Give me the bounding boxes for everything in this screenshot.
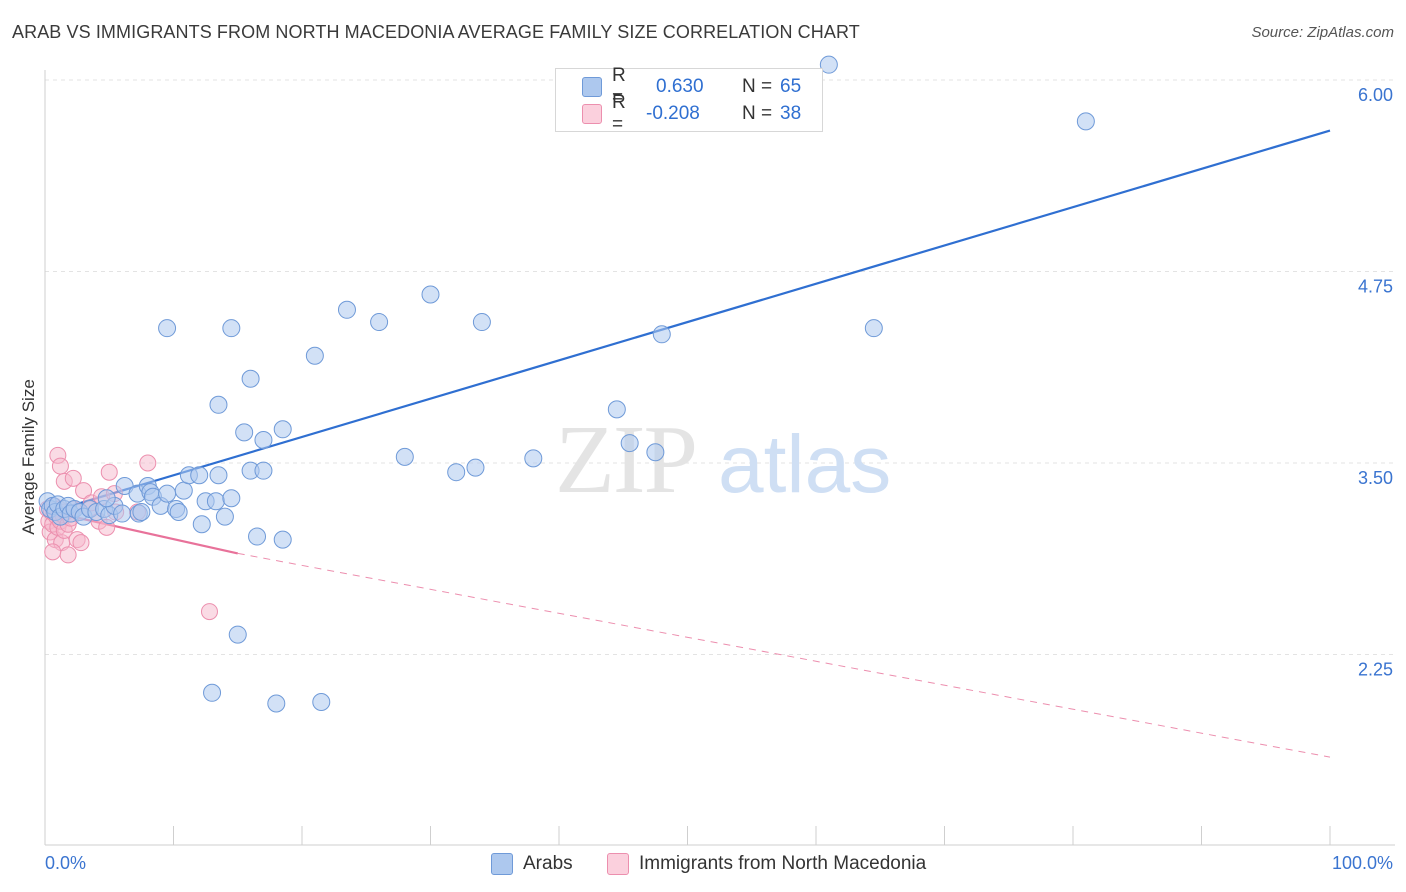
data-point-macedonia — [100, 463, 118, 481]
data-point-arabs — [209, 395, 228, 414]
data-point-arabs — [222, 319, 241, 338]
data-point-arabs — [209, 466, 228, 485]
y-tick-label: 2.25 — [1358, 660, 1393, 680]
y-axis-label: Average Family Size — [19, 379, 38, 535]
legend-r-value: -0.208 — [646, 103, 700, 124]
data-point-arabs — [254, 431, 273, 450]
data-point-arabs — [620, 434, 639, 453]
series-legend: Arabs Immigrants from North Macedonia — [0, 850, 1406, 878]
data-point-macedonia — [44, 543, 62, 561]
data-point-arabs — [190, 466, 209, 485]
data-point-arabs — [466, 458, 485, 477]
legend-label-arabs: Arabs — [523, 853, 573, 874]
legend-n-label: N = — [742, 103, 773, 124]
tick-labels: 2.25 3.50 4.75 6.00 0.0% 100.0% — [45, 85, 1393, 873]
data-point-arabs — [132, 503, 151, 522]
data-point-arabs — [192, 515, 211, 534]
grid-lines — [45, 79, 1395, 655]
data-point-macedonia — [51, 457, 69, 475]
legend-item-macedonia[interactable]: Immigrants from North Macedonia — [607, 850, 926, 878]
legend-n-value: 38 — [780, 103, 802, 124]
data-point-arabs — [337, 300, 356, 319]
data-point-macedonia — [72, 534, 90, 552]
data-point-arabs — [652, 325, 671, 344]
legend-n-value: 65 — [780, 76, 802, 97]
legend-n-label: N = — [742, 76, 773, 97]
x-tick-label-min: 0.0% — [45, 853, 86, 873]
legend-swatch-arabs — [582, 77, 602, 97]
y-tick-label: 4.75 — [1358, 277, 1393, 297]
data-point-arabs — [97, 489, 116, 508]
data-point-arabs — [206, 492, 225, 511]
data-point-arabs — [158, 484, 177, 503]
data-point-arabs — [273, 420, 292, 439]
data-point-arabs — [228, 625, 247, 644]
chart-title: ARAB VS IMMIGRANTS FROM NORTH MACEDONIA … — [12, 22, 860, 42]
x-tick-label-max: 100.0% — [1332, 853, 1393, 873]
data-point-arabs — [447, 463, 466, 482]
legend-r-value: 0.630 — [656, 76, 704, 97]
data-point-arabs — [174, 481, 193, 500]
legend-swatch-macedonia — [607, 853, 629, 875]
data-point-arabs — [864, 319, 883, 338]
trend-line-macedonia-extended — [237, 552, 1331, 758]
data-point-arabs — [235, 423, 254, 442]
data-point-arabs — [254, 461, 273, 480]
data-point-arabs — [273, 530, 292, 549]
data-point-macedonia — [59, 546, 77, 564]
data-point-arabs — [421, 285, 440, 304]
legend-row-macedonia: R = -0.208 N = 38 — [582, 92, 802, 135]
axes — [44, 70, 1395, 846]
data-point-arabs — [607, 400, 626, 419]
data-point-arabs — [267, 694, 286, 713]
data-point-arabs — [215, 507, 234, 526]
data-point-arabs — [472, 313, 491, 332]
data-point-arabs — [158, 319, 177, 338]
data-point-arabs — [312, 692, 331, 711]
data-point-arabs — [305, 346, 324, 365]
legend-swatch-arabs — [491, 853, 513, 875]
data-point-arabs — [370, 313, 389, 332]
watermark: ZIP atlas — [555, 406, 891, 514]
legend-item-arabs[interactable]: Arabs — [491, 850, 573, 878]
data-point-arabs — [113, 504, 132, 523]
data-point-arabs — [1076, 112, 1095, 131]
legend-row-arabs: R = 0.630 N = 65 — [582, 65, 802, 108]
data-point-arabs — [395, 447, 414, 466]
legend-r-label: R = — [612, 92, 626, 135]
data-point-arabs — [646, 443, 665, 462]
watermark-atlas: atlas — [718, 419, 891, 510]
data-point-arabs — [222, 489, 241, 508]
data-point-arabs — [524, 449, 543, 468]
data-point-arabs — [241, 369, 260, 388]
data-point-macedonia — [75, 482, 93, 500]
series-arabs-points — [38, 55, 1095, 713]
watermark-zip: ZIP — [555, 406, 696, 514]
legend-r-label: R = — [612, 65, 626, 108]
legend-swatch-macedonia — [582, 104, 602, 124]
data-point-arabs — [819, 55, 838, 74]
y-tick-label: 3.50 — [1358, 468, 1393, 488]
y-tick-label: 6.00 — [1358, 85, 1393, 105]
data-point-arabs — [248, 527, 267, 546]
correlation-legend: R = 0.630 N = 65 R = -0.208 N = 38 — [555, 65, 823, 135]
data-point-macedonia — [200, 603, 218, 621]
data-point-macedonia — [64, 469, 82, 487]
data-point-arabs — [203, 683, 222, 702]
source-label: Source: ZipAtlas.com — [1251, 24, 1394, 41]
data-point-arabs — [169, 503, 188, 522]
trend-line-arabs — [44, 129, 1331, 515]
data-point-macedonia — [139, 454, 157, 472]
legend-label-macedonia: Immigrants from North Macedonia — [639, 853, 927, 874]
